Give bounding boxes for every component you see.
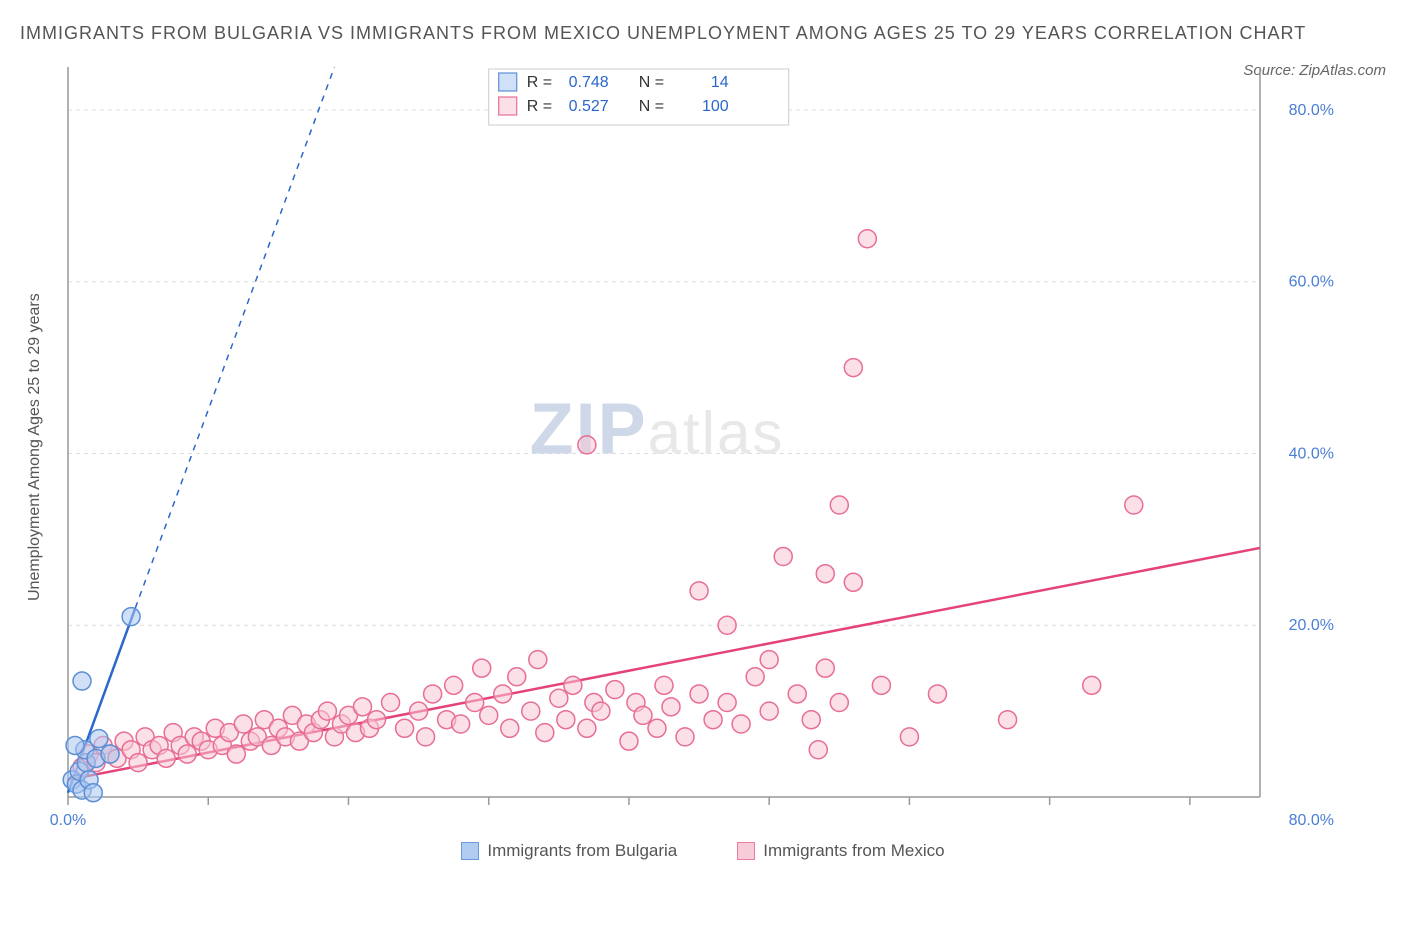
svg-text:0.748: 0.748 [569, 74, 609, 91]
legend-item-mexico: Immigrants from Mexico [737, 841, 944, 861]
bottom-legend: Immigrants from Bulgaria Immigrants from… [20, 841, 1386, 861]
legend-item-bulgaria: Immigrants from Bulgaria [461, 841, 677, 861]
svg-text:60.0%: 60.0% [1289, 274, 1334, 291]
svg-text:N =: N = [639, 98, 664, 115]
svg-text:80.0%: 80.0% [1289, 812, 1334, 829]
svg-text:40.0%: 40.0% [1289, 445, 1334, 462]
scatter-plot: 20.0% 40.0% 60.0% 80.0% ZIPatlas 0.0% 80.0% R =… [50, 57, 1340, 837]
y-axis-label: Unemployment Among Ages 25 to 29 years [20, 197, 50, 697]
svg-text:ZIPatlas: ZIPatlas [530, 389, 785, 469]
svg-text:100: 100 [702, 98, 729, 115]
chart-container: IMMIGRANTS FROM BULGARIA VS IMMIGRANTS F… [20, 20, 1386, 861]
svg-text:14: 14 [711, 74, 729, 91]
svg-text:N =: N = [639, 74, 664, 91]
legend-label-mexico: Immigrants from Mexico [763, 841, 944, 861]
svg-text:80.0%: 80.0% [1289, 102, 1334, 119]
plot-wrap: Unemployment Among Ages 25 to 29 years 2… [20, 57, 1386, 837]
svg-text:R =: R = [527, 74, 552, 91]
svg-text:R =: R = [527, 98, 552, 115]
chart-title: IMMIGRANTS FROM BULGARIA VS IMMIGRANTS F… [20, 20, 1386, 47]
legend-swatch-bulgaria [461, 842, 479, 860]
plot-area: 20.0% 40.0% 60.0% 80.0% ZIPatlas 0.0% 80.0% R =… [50, 57, 1386, 837]
svg-text:0.0%: 0.0% [50, 812, 86, 829]
svg-text:20.0%: 20.0% [1289, 617, 1334, 634]
legend-swatch-mexico [737, 842, 755, 860]
legend-label-bulgaria: Immigrants from Bulgaria [487, 841, 677, 861]
svg-text:0.527: 0.527 [569, 98, 609, 115]
